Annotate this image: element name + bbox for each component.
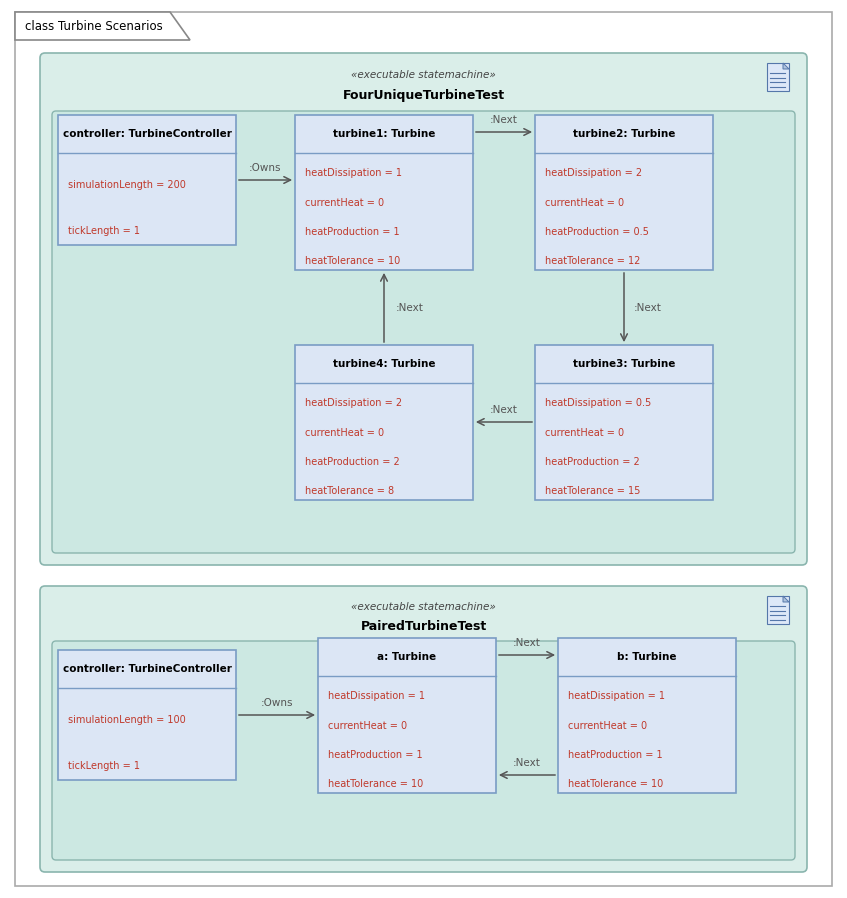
Text: PairedTurbineTest: PairedTurbineTest bbox=[360, 620, 487, 633]
Text: currentHeat = 0: currentHeat = 0 bbox=[305, 198, 385, 207]
Text: heatProduction = 2: heatProduction = 2 bbox=[305, 457, 400, 467]
Text: currentHeat = 0: currentHeat = 0 bbox=[328, 721, 407, 731]
Text: heatProduction = 1: heatProduction = 1 bbox=[305, 227, 400, 237]
Text: controller: TurbineController: controller: TurbineController bbox=[63, 129, 231, 139]
Text: heatDissipation = 0.5: heatDissipation = 0.5 bbox=[545, 399, 651, 409]
Bar bbox=[58, 650, 236, 780]
Polygon shape bbox=[15, 12, 190, 40]
Text: :Next: :Next bbox=[490, 115, 518, 125]
Text: heatTolerance = 10: heatTolerance = 10 bbox=[328, 779, 424, 789]
Text: heatTolerance = 12: heatTolerance = 12 bbox=[545, 256, 640, 266]
FancyBboxPatch shape bbox=[52, 641, 795, 860]
Text: heatDissipation = 2: heatDissipation = 2 bbox=[545, 169, 642, 179]
Text: b: Turbine: b: Turbine bbox=[617, 652, 677, 662]
Text: controller: TurbineController: controller: TurbineController bbox=[63, 664, 231, 674]
Text: heatProduction = 2: heatProduction = 2 bbox=[545, 457, 639, 467]
Text: turbine1: Turbine: turbine1: Turbine bbox=[333, 129, 435, 139]
FancyBboxPatch shape bbox=[40, 586, 807, 872]
Text: currentHeat = 0: currentHeat = 0 bbox=[545, 427, 624, 437]
Text: heatTolerance = 10: heatTolerance = 10 bbox=[305, 256, 401, 266]
Text: :Next: :Next bbox=[396, 303, 424, 313]
Text: heatProduction = 1: heatProduction = 1 bbox=[568, 750, 662, 760]
Text: turbine2: Turbine: turbine2: Turbine bbox=[573, 129, 675, 139]
Text: turbine3: Turbine: turbine3: Turbine bbox=[573, 359, 675, 369]
Text: :Next: :Next bbox=[490, 405, 518, 415]
Bar bbox=[535, 345, 713, 500]
Text: heatDissipation = 1: heatDissipation = 1 bbox=[568, 691, 665, 701]
Text: tickLength = 1: tickLength = 1 bbox=[68, 226, 140, 236]
Bar bbox=[295, 115, 473, 270]
Text: turbine4: Turbine: turbine4: Turbine bbox=[333, 359, 435, 369]
Text: heatTolerance = 10: heatTolerance = 10 bbox=[568, 779, 663, 789]
Text: «executable statemachine»: «executable statemachine» bbox=[352, 70, 495, 80]
Text: heatDissipation = 1: heatDissipation = 1 bbox=[328, 691, 425, 701]
FancyBboxPatch shape bbox=[767, 63, 789, 91]
Text: :Owns: :Owns bbox=[249, 163, 281, 173]
Text: :Owns: :Owns bbox=[261, 698, 293, 708]
Bar bbox=[318, 638, 496, 793]
Text: :Next: :Next bbox=[513, 638, 541, 648]
Text: tickLength = 1: tickLength = 1 bbox=[68, 762, 140, 771]
Text: heatProduction = 1: heatProduction = 1 bbox=[328, 750, 423, 760]
Bar bbox=[58, 115, 236, 245]
Text: heatDissipation = 2: heatDissipation = 2 bbox=[305, 399, 402, 409]
Text: :Next: :Next bbox=[634, 303, 662, 313]
Text: a: Turbine: a: Turbine bbox=[378, 652, 436, 662]
Text: class Turbine Scenarios: class Turbine Scenarios bbox=[25, 20, 163, 32]
Bar bbox=[558, 638, 736, 793]
Text: :Next: :Next bbox=[513, 758, 541, 768]
FancyBboxPatch shape bbox=[767, 596, 789, 624]
Text: currentHeat = 0: currentHeat = 0 bbox=[545, 198, 624, 207]
Text: FourUniqueTurbineTest: FourUniqueTurbineTest bbox=[342, 89, 505, 102]
Polygon shape bbox=[783, 596, 789, 602]
Bar bbox=[535, 115, 713, 270]
Polygon shape bbox=[783, 63, 789, 69]
Text: simulationLength = 200: simulationLength = 200 bbox=[68, 180, 185, 190]
Text: heatTolerance = 8: heatTolerance = 8 bbox=[305, 486, 394, 497]
Text: heatProduction = 0.5: heatProduction = 0.5 bbox=[545, 227, 649, 237]
Text: currentHeat = 0: currentHeat = 0 bbox=[568, 721, 647, 731]
Text: heatTolerance = 15: heatTolerance = 15 bbox=[545, 486, 640, 497]
Text: heatDissipation = 1: heatDissipation = 1 bbox=[305, 169, 402, 179]
FancyBboxPatch shape bbox=[52, 111, 795, 553]
Text: currentHeat = 0: currentHeat = 0 bbox=[305, 427, 385, 437]
Bar bbox=[295, 345, 473, 500]
FancyBboxPatch shape bbox=[40, 53, 807, 565]
Text: simulationLength = 100: simulationLength = 100 bbox=[68, 715, 185, 726]
Text: «executable statemachine»: «executable statemachine» bbox=[352, 603, 495, 612]
